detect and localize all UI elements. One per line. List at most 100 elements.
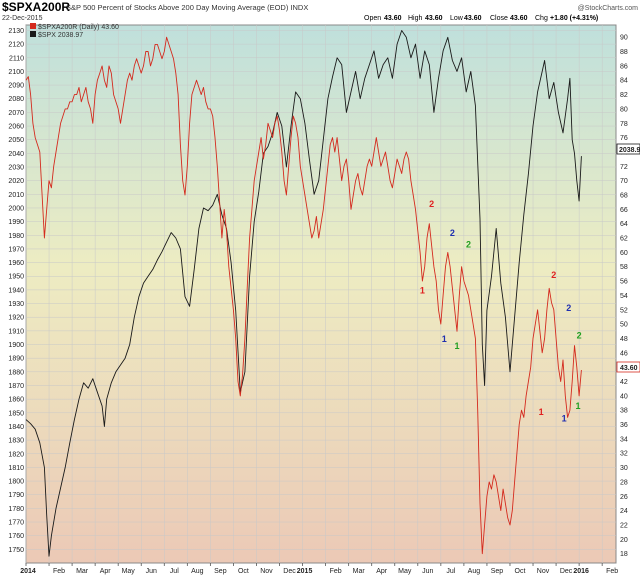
x-tick-label: Sep xyxy=(491,568,504,575)
y-left-tick-label: 1930 xyxy=(8,301,24,308)
x-tick-label: Sep xyxy=(214,568,227,575)
y-left-tick-label: 2030 xyxy=(8,165,24,172)
close-label: Close xyxy=(490,15,508,22)
y-right-tick-label: 38 xyxy=(620,408,628,415)
y-left-tick-label: 1860 xyxy=(8,397,24,404)
y-left-tick-label: 2000 xyxy=(8,205,24,212)
series-group xyxy=(25,30,582,557)
y-right-tick-label: 64 xyxy=(620,221,628,228)
y-right-tick-label: 50 xyxy=(620,322,628,329)
y-right-tick-label: 60 xyxy=(620,250,628,257)
y-left-tick-label: 1870 xyxy=(8,383,24,390)
y-left-tick-label: 1960 xyxy=(8,260,24,267)
y-right-tick-label: 78 xyxy=(620,121,628,128)
series-line-spx xyxy=(25,30,582,557)
y-right-tick-label: 88 xyxy=(620,49,628,56)
y-right-tick-label: 30 xyxy=(620,465,628,472)
y-left-tick-label: 1840 xyxy=(8,424,24,431)
y-axis-left: 1750 1760 1770 1780 1790 1800 1810 1820 1830 1840… xyxy=(8,28,24,554)
wave-label: 1 xyxy=(575,401,580,411)
wave-label: 2 xyxy=(466,239,471,249)
x-tick-label: Mar xyxy=(353,568,366,575)
y-right-tick-label: 90 xyxy=(620,35,628,42)
last-value-spx: 2038.97 xyxy=(616,143,640,155)
y-left-tick-label: 2130 xyxy=(8,28,24,35)
y-right-tick-label: 62 xyxy=(620,236,628,243)
x-tick-label: 2015 xyxy=(297,568,313,575)
y-left-tick-label: 1890 xyxy=(8,356,24,363)
y-right-tick-label: 52 xyxy=(620,307,628,314)
x-axis: 2014 Feb Mar Apr May Jun Jul Aug Sep Oct Nov Dec 201… xyxy=(20,563,618,575)
wave-label: 1 xyxy=(454,341,459,351)
y-left-tick-label: 2090 xyxy=(8,83,24,90)
wave-annotations: 2 1 2 1 2 1 2 1 2 1 2 1 xyxy=(420,199,582,423)
y-right-tick-label: 34 xyxy=(620,436,628,443)
close-value: 43.60 xyxy=(510,15,528,22)
chart-symbol: $SPXA200R xyxy=(2,0,70,14)
x-tick-label: May xyxy=(122,568,136,575)
open-value: 43.60 xyxy=(384,15,402,22)
x-tick-label: Apr xyxy=(376,568,388,575)
y-left-tick-label: 1760 xyxy=(8,533,24,540)
y-left-tick-label: 1880 xyxy=(8,369,24,376)
chg-label: Chg xyxy=(535,15,548,22)
legend-label-spx: $SPX 2038.97 xyxy=(38,32,83,39)
x-tick-label: Mar xyxy=(76,568,89,575)
low-value: 43.60 xyxy=(464,15,482,22)
y-left-tick-label: 1980 xyxy=(8,233,24,240)
x-tick-label: Nov xyxy=(537,568,550,575)
plot-area xyxy=(25,24,617,564)
chart-description: S&P 500 Percent of Stocks Above 200 Day … xyxy=(66,3,308,12)
y-right-tick-label: 32 xyxy=(620,451,628,458)
y-left-tick-label: 2070 xyxy=(8,110,24,117)
x-tick-label: Jun xyxy=(422,568,433,575)
wave-label: 2 xyxy=(551,270,556,280)
wave-label: 1 xyxy=(442,334,447,344)
x-tick-label: Dec xyxy=(560,568,573,575)
x-tick-label: Jul xyxy=(170,568,179,575)
y-right-tick-label: 86 xyxy=(620,63,628,70)
y-right-tick-label: 22 xyxy=(620,522,628,529)
x-tick-label: 2016 xyxy=(573,568,589,575)
y-right-tick-label: 84 xyxy=(620,78,628,85)
y-left-tick-label: 1790 xyxy=(8,492,24,499)
x-tick-label: 2014 xyxy=(20,568,36,575)
y-left-tick-label: 1970 xyxy=(8,246,24,253)
x-tick-label: Apr xyxy=(100,568,112,575)
y-right-tick-label: 80 xyxy=(620,106,628,113)
y-left-tick-label: 1820 xyxy=(8,451,24,458)
y-left-tick-label: 2020 xyxy=(8,178,24,185)
y-right-tick-label: 72 xyxy=(620,164,628,171)
y-left-tick-label: 1770 xyxy=(8,520,24,527)
y-left-tick-label: 1900 xyxy=(8,342,24,349)
x-tick-label: Jul xyxy=(446,568,455,575)
y-right-tick-label: 36 xyxy=(620,422,628,429)
y-right-tick-label: 40 xyxy=(620,393,628,400)
wave-label: 2 xyxy=(450,228,455,238)
y-left-tick-label: 2060 xyxy=(8,124,24,131)
y-left-tick-label: 2110 xyxy=(9,55,24,62)
open-label: Open xyxy=(364,15,381,22)
legend-swatch-spx xyxy=(30,31,36,37)
y-right-tick-label: 82 xyxy=(620,92,628,99)
y-right-tick-label: 54 xyxy=(620,293,628,300)
y-left-tick-label: 1950 xyxy=(8,274,24,281)
x-tick-label: Feb xyxy=(330,568,342,575)
y-left-tick-label: 1780 xyxy=(8,506,24,513)
y-axis-right: 1820222426283032343638404244464850525456… xyxy=(620,35,628,558)
legend-swatch-spxa200r xyxy=(30,23,36,29)
x-tick-label: Aug xyxy=(468,568,481,575)
chg-value: +1.80 (+4.31%) xyxy=(550,15,598,22)
y-left-tick-label: 2050 xyxy=(8,137,24,144)
y-right-tick-label: 48 xyxy=(620,336,628,343)
last-value-spx-text: 2038.97 xyxy=(619,147,640,154)
wave-label: 1 xyxy=(562,414,567,424)
x-tick-label: Dec xyxy=(283,568,296,575)
y-left-tick-label: 2010 xyxy=(8,192,24,199)
x-tick-label: May xyxy=(398,568,412,575)
y-left-tick-label: 2120 xyxy=(8,42,24,49)
x-tick-label: Feb xyxy=(606,568,618,575)
y-right-tick-label: 28 xyxy=(620,479,628,486)
x-tick-label: Aug xyxy=(191,568,204,575)
